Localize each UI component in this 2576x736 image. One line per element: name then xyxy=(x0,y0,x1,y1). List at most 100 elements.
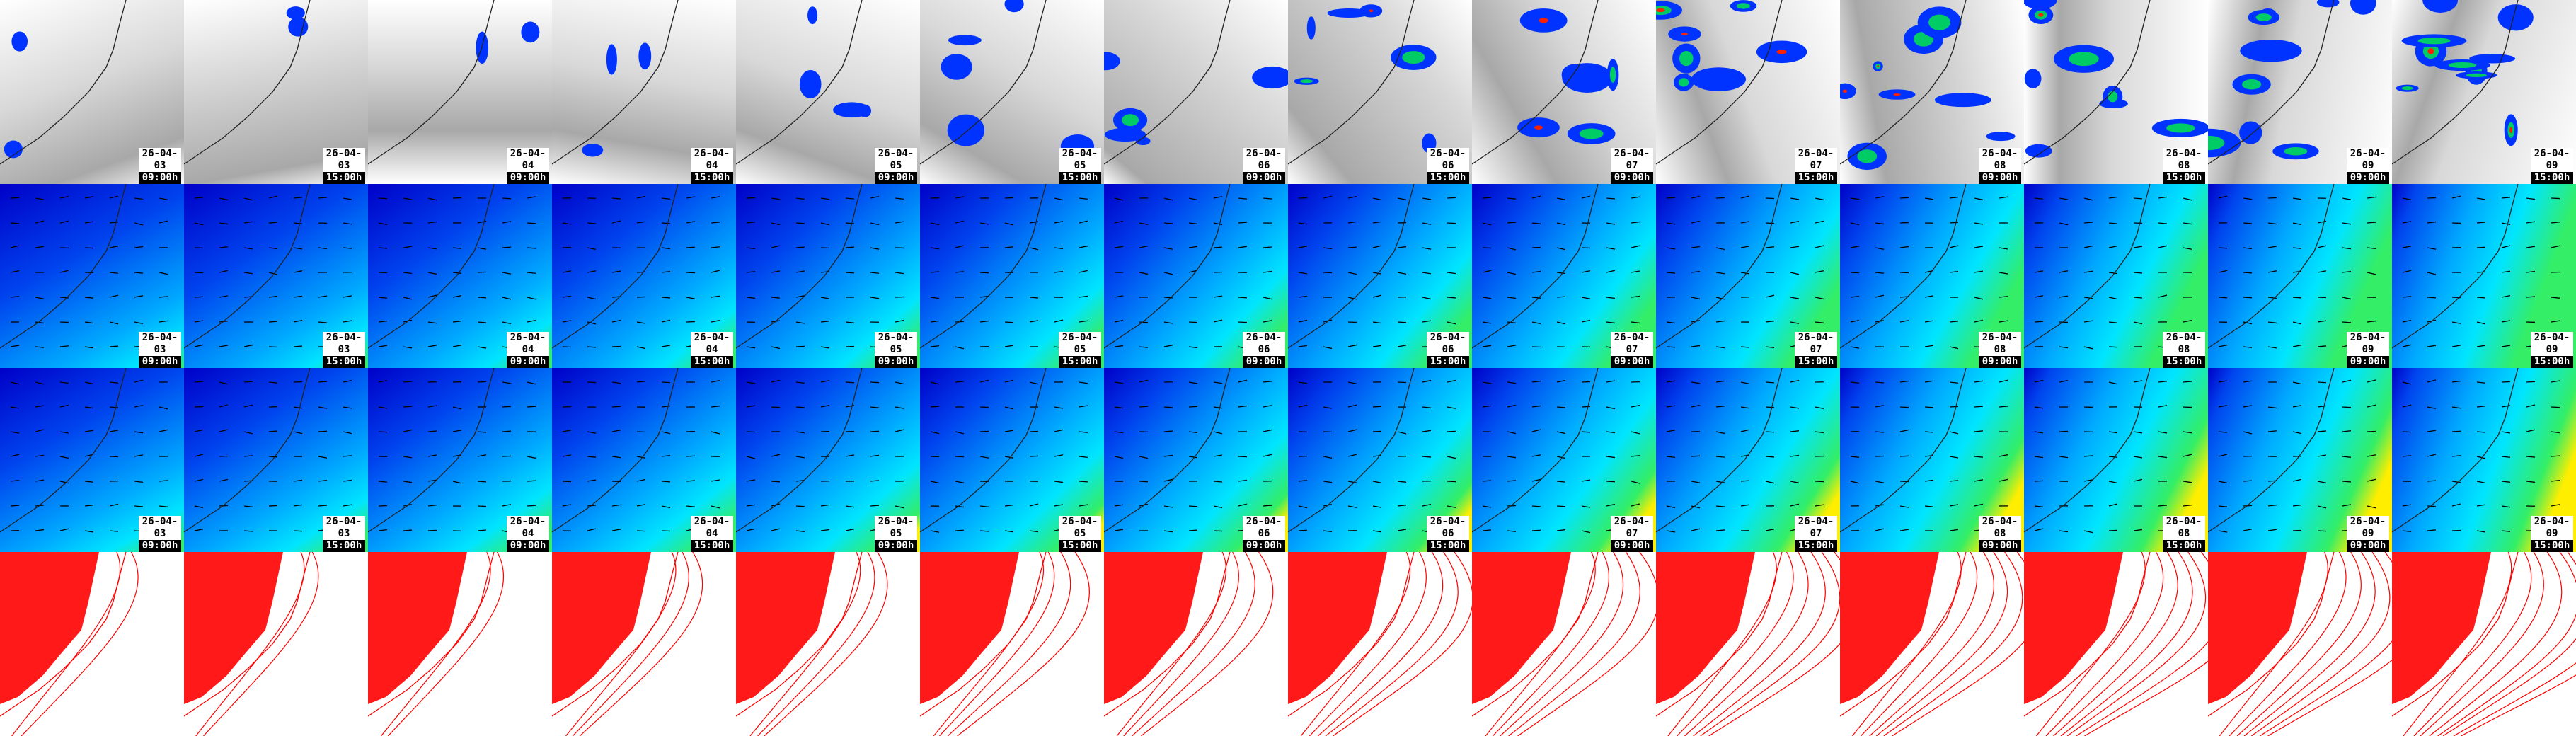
precipitation-map-panel[interactable]: 26-04-03 09:00h xyxy=(0,0,184,184)
wind-arrow xyxy=(1397,272,1407,275)
wind-map-high-panel[interactable]: 26-04-05 09:00h xyxy=(736,368,920,552)
wind-arrow xyxy=(2158,381,2168,383)
wind-arrow xyxy=(636,381,646,383)
wind-map-low-panel[interactable]: 26-04-08 09:00h xyxy=(1840,184,2024,368)
map-layer xyxy=(2392,552,2576,736)
wind-map-low-panel[interactable]: 26-04-07 09:00h xyxy=(1472,184,1656,368)
date-label: 26-04-04 xyxy=(691,148,733,172)
wind-map-low-panel[interactable]: 26-04-06 09:00h xyxy=(1104,184,1288,368)
pressure-map-panel[interactable] xyxy=(184,552,368,736)
precipitation-map-panel[interactable]: 26-04-09 15:00h xyxy=(2392,0,2576,184)
wind-arrow xyxy=(502,197,512,200)
wind-map-high-panel[interactable]: 26-04-09 15:00h xyxy=(2392,368,2576,552)
pressure-map-panel[interactable] xyxy=(1104,552,1288,736)
precipitation-map-panel[interactable]: 26-04-05 15:00h xyxy=(920,0,1104,184)
time-label: 09:00h xyxy=(1611,172,1653,184)
wind-map-high-panel[interactable]: 26-04-03 15:00h xyxy=(184,368,368,552)
pressure-map-panel[interactable] xyxy=(1840,552,2024,736)
wind-map-low-panel[interactable]: 26-04-04 15:00h xyxy=(552,184,736,368)
wind-arrow xyxy=(1790,454,1800,457)
wind-arrow xyxy=(1114,504,1124,507)
wind-arrow xyxy=(268,272,278,275)
coastline xyxy=(920,0,1047,165)
wind-map-low-panel[interactable]: 26-04-03 15:00h xyxy=(184,184,368,368)
wind-map-high-panel[interactable]: 26-04-08 09:00h xyxy=(1840,368,2024,552)
wind-arrow xyxy=(2059,295,2069,298)
wind-map-high-panel[interactable]: 26-04-04 15:00h xyxy=(552,368,736,552)
wind-arrow xyxy=(1531,380,1541,383)
date-label: 26-04-04 xyxy=(507,332,549,356)
wind-arrow xyxy=(84,530,94,533)
wind-arrow xyxy=(10,245,20,248)
wind-arrow xyxy=(2342,406,2352,408)
wind-map-high-panel[interactable]: 26-04-05 15:00h xyxy=(920,368,1104,552)
pressure-map-panel[interactable] xyxy=(736,552,920,736)
pressure-map-panel[interactable] xyxy=(368,552,552,736)
timestamp-label: 26-04-05 15:00h xyxy=(1059,332,1101,368)
wind-arrow xyxy=(1666,405,1676,408)
wind-map-low-panel[interactable]: 26-04-09 15:00h xyxy=(2392,184,2576,368)
wind-map-low-panel[interactable]: 26-04-09 09:00h xyxy=(2208,184,2392,368)
isobar-line xyxy=(1892,552,2024,736)
pressure-map-panel[interactable] xyxy=(1288,552,1472,736)
wind-map-low-panel[interactable]: 26-04-04 09:00h xyxy=(368,184,552,368)
wind-arrow xyxy=(109,406,119,408)
wind-map-high-panel[interactable]: 26-04-06 09:00h xyxy=(1104,368,1288,552)
wind-arrow xyxy=(2243,222,2253,224)
precip-cell xyxy=(2469,54,2516,64)
pressure-map-panel[interactable] xyxy=(0,552,184,736)
precipitation-map-panel[interactable]: 26-04-08 15:00h xyxy=(2024,0,2208,184)
precipitation-map-panel[interactable]: 26-04-05 09:00h xyxy=(736,0,920,184)
precipitation-map-panel[interactable]: 26-04-04 15:00h xyxy=(552,0,736,184)
wind-map-low-panel[interactable]: 26-04-05 09:00h xyxy=(736,184,920,368)
wind-arrow xyxy=(1029,381,1039,385)
wind-map-high-panel[interactable]: 26-04-08 15:00h xyxy=(2024,368,2208,552)
wind-map-low-panel[interactable]: 26-04-08 15:00h xyxy=(2024,184,2208,368)
precipitation-map-panel[interactable]: 26-04-04 09:00h xyxy=(368,0,552,184)
wind-arrow xyxy=(1238,379,1248,383)
wind-arrow xyxy=(452,430,462,432)
wind-arrow xyxy=(194,529,204,531)
wind-map-high-panel[interactable]: 26-04-07 09:00h xyxy=(1472,368,1656,552)
precipitation-map-panel[interactable]: 26-04-07 15:00h xyxy=(1656,0,1840,184)
precipitation-map-panel[interactable]: 26-04-03 15:00h xyxy=(184,0,368,184)
wind-map-high-panel[interactable]: 26-04-07 15:00h xyxy=(1656,368,1840,552)
wind-map-low-panel[interactable]: 26-04-05 15:00h xyxy=(920,184,1104,368)
precipitation-map-panel[interactable]: 26-04-08 09:00h xyxy=(1840,0,2024,184)
precipitation-map-panel[interactable]: 26-04-09 09:00h xyxy=(2208,0,2392,184)
wind-map-high-panel[interactable]: 26-04-06 15:00h xyxy=(1288,368,1472,552)
wind-map-low-panel[interactable]: 26-04-06 15:00h xyxy=(1288,184,1472,368)
isobar-line xyxy=(11,552,121,736)
wind-map-low-panel[interactable]: 26-04-07 15:00h xyxy=(1656,184,1840,368)
precip-cell xyxy=(2024,0,2057,10)
wind-map-low-panel[interactable]: 26-04-03 09:00h xyxy=(0,184,184,368)
wind-arrow xyxy=(2158,222,2168,224)
pressure-map-panel[interactable] xyxy=(2392,552,2576,736)
wind-arrow xyxy=(1691,528,1701,531)
wind-map-high-panel[interactable]: 26-04-04 09:00h xyxy=(368,368,552,552)
precipitation-map-panel[interactable]: 26-04-06 15:00h xyxy=(1288,0,1472,184)
wind-arrow xyxy=(2218,380,2228,383)
wind-map-high-panel[interactable]: 26-04-09 09:00h xyxy=(2208,368,2392,552)
precip-core xyxy=(2208,135,2225,151)
wind-arrow xyxy=(427,454,437,457)
pressure-map-panel[interactable] xyxy=(1656,552,1840,736)
wind-arrow xyxy=(2267,406,2277,409)
wind-arrow xyxy=(2427,345,2437,347)
pressure-map-panel[interactable] xyxy=(2024,552,2208,736)
wind-arrow xyxy=(1507,431,1517,435)
pressure-map-panel[interactable] xyxy=(2208,552,2392,736)
wind-arrow xyxy=(711,479,720,482)
pressure-map-panel[interactable] xyxy=(920,552,1104,736)
precipitation-map-panel[interactable]: 26-04-07 09:00h xyxy=(1472,0,1656,184)
wind-arrow xyxy=(1899,406,1909,408)
precipitation-map-panel[interactable]: 26-04-06 09:00h xyxy=(1104,0,1288,184)
wind-arrow xyxy=(243,404,253,408)
wind-arrow xyxy=(1924,406,1934,408)
wind-arrow xyxy=(562,430,572,432)
wind-arrow xyxy=(2367,222,2376,224)
wind-arrow xyxy=(502,272,512,275)
pressure-map-panel[interactable] xyxy=(552,552,736,736)
pressure-map-panel[interactable] xyxy=(1472,552,1656,736)
wind-map-high-panel[interactable]: 26-04-03 09:00h xyxy=(0,368,184,552)
